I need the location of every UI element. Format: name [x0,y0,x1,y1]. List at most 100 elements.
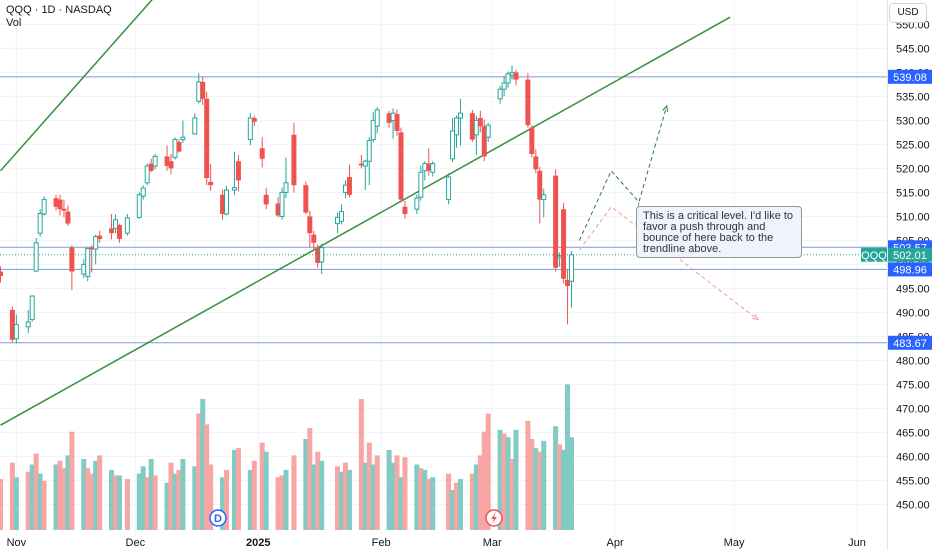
candle [569,250,574,308]
candle [65,205,71,226]
volume-bar [61,468,67,530]
volume-bar [168,462,174,530]
dividend-marker[interactable]: D [214,513,222,525]
volume-bar [65,455,71,530]
candle [541,188,547,218]
volume-bar [335,466,341,530]
time-tick: May [724,537,745,549]
volume-bar [0,479,3,530]
symbol-line[interactable]: QQQ · 1D · NASDAQ [6,4,112,16]
candle [29,295,35,322]
candle [124,214,130,236]
volume-bar [13,477,19,530]
volume-bar [41,480,47,530]
volume-bar [553,426,559,530]
candle [505,71,511,88]
candle [33,238,39,272]
chart-header: QQQ · 1D · NASDAQ Vol [6,4,112,30]
candle [418,166,424,201]
volume-bar [192,466,198,530]
candle [362,159,368,190]
volume-bar [109,469,115,530]
volume-bar [37,473,43,530]
volume-bar [33,453,39,530]
volume-bar [477,455,483,530]
price-tag-value: 498.96 [893,264,927,276]
candle [307,210,313,248]
candle [525,73,531,128]
volume-bar [89,473,95,530]
price-tag-value: 502.01 [893,250,927,262]
currency-button[interactable]: USD [889,3,927,23]
volume-label[interactable]: Vol [6,17,22,29]
volume-bar [136,473,142,530]
candle [319,243,325,274]
volume-bar [426,479,432,530]
volume-bar [394,455,400,530]
candle [259,137,265,168]
candle [422,161,428,181]
annotation-callout[interactable]: This is a critical level. I'd like to fa… [636,206,802,258]
candle [85,247,91,282]
volume-bar [124,479,130,530]
candle [374,106,380,134]
volume-bar [346,469,352,530]
volume-bar [533,448,539,530]
volume-bar [279,475,285,530]
volume-bar [561,449,567,530]
volume-bar [69,431,75,530]
candle [53,194,59,211]
candle [144,163,150,186]
candle [497,85,503,104]
volume-bar [505,437,511,530]
candle [303,181,309,214]
candle [513,70,519,86]
volume-bar [509,459,515,530]
trend-channel[interactable] [0,0,731,426]
candle [358,154,364,169]
candle [57,194,63,216]
volume-bar [430,477,436,530]
candle [430,161,436,177]
price-tick: 490.00 [896,307,930,319]
time-tick: Apr [607,537,624,549]
time-axis[interactable]: Nov Dec 2025 Feb Mar Apr May Jun [0,536,887,550]
price-tick: 510.00 [896,211,930,223]
candle [61,199,67,218]
volume-bar [457,479,463,530]
candle [89,245,95,273]
candle [164,145,170,171]
channel-lower-line[interactable] [0,16,731,426]
candle [477,110,483,133]
candle [224,185,230,216]
volume-bar [319,460,325,530]
candle [136,192,142,219]
volume-bar [140,466,146,530]
channel-upper-line[interactable] [0,0,160,172]
candle [196,73,202,104]
volume-bar [473,464,479,530]
candle [366,137,372,186]
volume-bar [25,471,31,530]
projection-paths[interactable] [578,104,759,321]
volume-bar [481,431,487,530]
volume-bar [235,448,241,530]
candle [533,149,539,174]
candle [9,306,15,343]
price-tick: 520.00 [896,163,930,175]
volume-bar [358,398,364,530]
candle [220,189,226,220]
price-tick: 530.00 [896,115,930,127]
price-tick: 460.00 [896,451,930,463]
candle [335,212,341,234]
candle [386,110,392,128]
volume-bar [525,420,531,530]
events[interactable]: D [209,509,503,527]
projection-path-0[interactable] [578,105,668,241]
volume-bar [398,477,404,530]
candle [291,122,297,193]
projection-path-1[interactable] [578,206,759,320]
candle [446,173,452,205]
projection-arrowhead-0 [662,104,669,112]
